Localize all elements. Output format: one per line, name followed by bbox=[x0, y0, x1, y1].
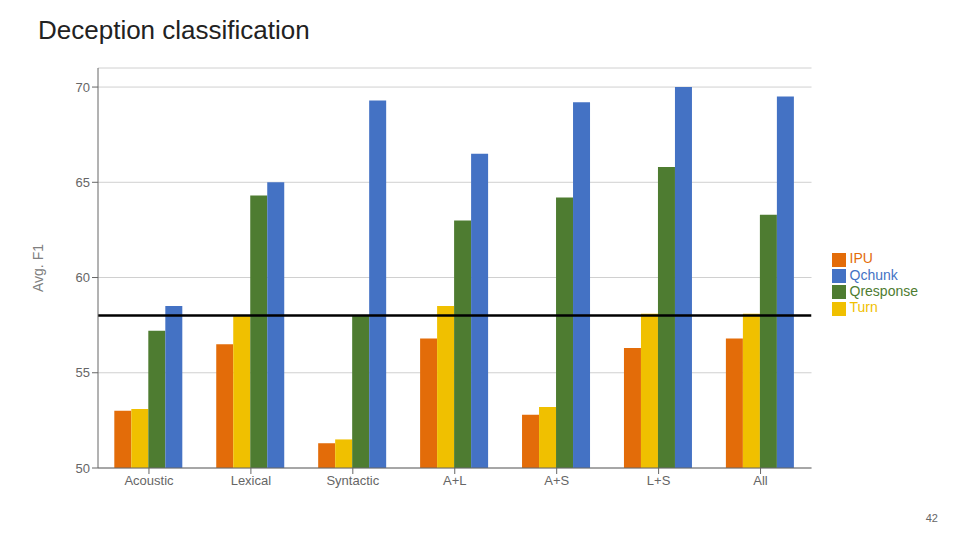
svg-text:70: 70 bbox=[76, 80, 90, 95]
html-text:42: 42 bbox=[925, 512, 938, 524]
html-text:Qchunk: Qchunk bbox=[849, 266, 898, 283]
html-text:IPU: IPU bbox=[849, 250, 873, 267]
svg-text:L+S: L+S bbox=[647, 473, 671, 488]
svg-text:A+S: A+S bbox=[544, 473, 569, 488]
svg-text:Avg. F1: Avg. F1 bbox=[30, 244, 46, 292]
svg-text:60: 60 bbox=[76, 270, 90, 285]
html-text:Deception classification: Deception classification bbox=[38, 15, 310, 45]
svg-text:A+L: A+L bbox=[443, 473, 467, 488]
svg-text:Syntactic: Syntactic bbox=[326, 473, 379, 488]
html-text:Turn: Turn bbox=[849, 299, 878, 316]
svg-text:65: 65 bbox=[76, 175, 90, 190]
svg-text:55: 55 bbox=[76, 365, 90, 380]
svg-text:Lexical: Lexical bbox=[231, 473, 272, 488]
svg-text:Acoustic: Acoustic bbox=[124, 473, 174, 488]
html-text:Qresponse: Qresponse bbox=[849, 283, 918, 299]
svg-text:All: All bbox=[753, 473, 768, 488]
svg-text:50: 50 bbox=[76, 461, 90, 476]
